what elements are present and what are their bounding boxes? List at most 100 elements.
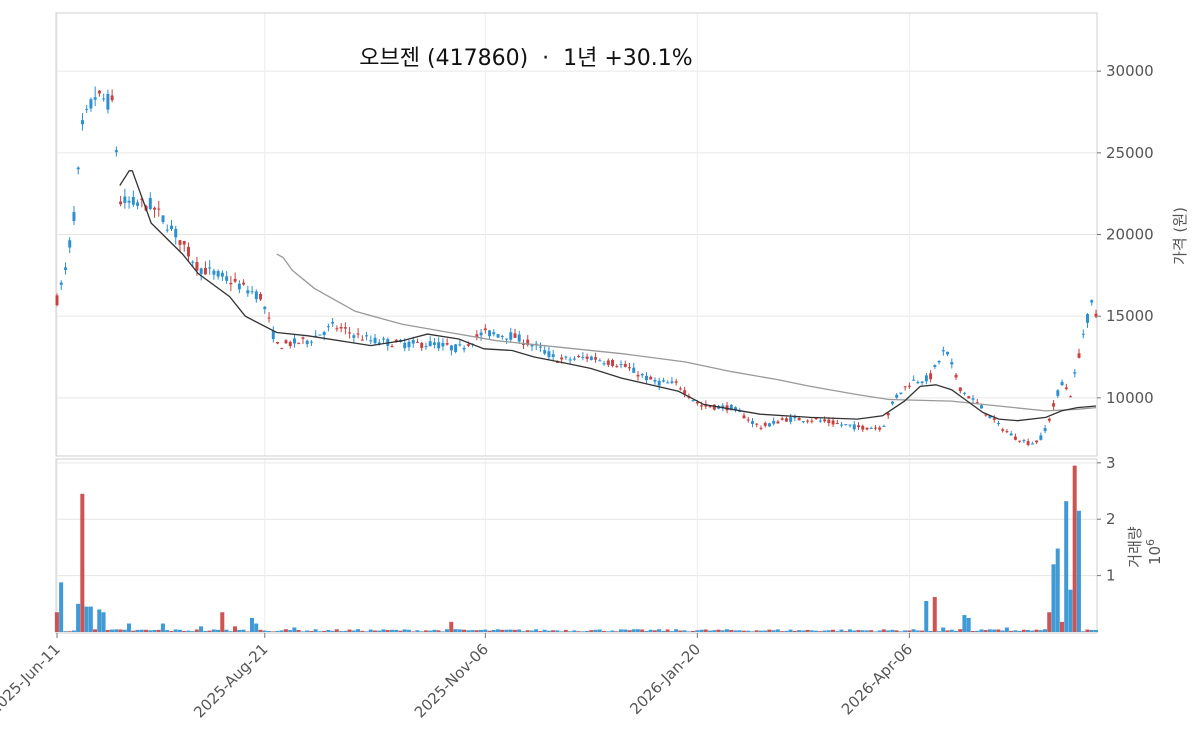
volume-bar xyxy=(843,631,848,632)
volume-bar xyxy=(292,627,297,632)
candle-body xyxy=(1047,418,1051,421)
volume-bar xyxy=(232,626,238,632)
candle-body xyxy=(967,396,971,399)
x-tick-label: 2025-Jun-11 xyxy=(0,640,64,718)
volume-bar xyxy=(165,630,170,632)
volume-bar xyxy=(966,617,971,632)
volume-bar xyxy=(733,630,738,632)
volume-bar xyxy=(1076,510,1081,632)
candle-body xyxy=(1039,435,1043,440)
candle-body xyxy=(886,413,890,416)
candle-body xyxy=(602,363,606,365)
volume-bar xyxy=(500,629,505,632)
volume-bar xyxy=(915,630,920,632)
volume-bar xyxy=(606,631,611,632)
candle-body xyxy=(992,418,996,420)
volume-bar xyxy=(453,629,458,632)
candle-body xyxy=(1052,403,1056,407)
volume-bar xyxy=(364,631,369,632)
candle-body xyxy=(441,342,445,347)
candle-body xyxy=(462,347,466,350)
volume-bar xyxy=(644,631,649,632)
volume-bar xyxy=(780,631,785,632)
candle-body xyxy=(199,268,203,274)
candle-body xyxy=(1056,390,1060,396)
volume-bar xyxy=(584,631,590,632)
volume-bar xyxy=(211,629,216,632)
volume-bar xyxy=(216,629,221,632)
candle-body xyxy=(466,344,470,346)
volume-bar xyxy=(76,603,81,632)
volume-bar xyxy=(339,631,344,632)
candle-body xyxy=(1060,382,1064,386)
candle-body xyxy=(907,385,911,387)
volume-bar xyxy=(551,630,556,632)
candle-body xyxy=(276,342,280,344)
candle-body xyxy=(148,197,152,209)
volume-bar xyxy=(987,629,992,632)
candle-body xyxy=(890,401,894,404)
volume-bar xyxy=(80,493,85,632)
candle-body xyxy=(742,415,746,419)
volume-multiplier-label: 106 xyxy=(1144,539,1164,565)
volume-bar xyxy=(534,629,539,632)
candle-body xyxy=(683,390,687,394)
candle-body xyxy=(89,99,93,109)
volume-bar xyxy=(640,629,645,632)
candle-body xyxy=(1001,429,1005,431)
candle-body xyxy=(428,341,432,347)
volume-bar xyxy=(1081,631,1086,632)
volume-tick-label: 2 xyxy=(1106,510,1116,528)
candle-body xyxy=(517,334,521,342)
candle-body xyxy=(131,196,135,205)
candle-body xyxy=(165,229,169,231)
candle-body xyxy=(670,381,674,383)
candle-body xyxy=(454,344,458,352)
volume-bar xyxy=(478,629,483,632)
volume-bar xyxy=(313,629,318,632)
candle-body xyxy=(195,262,199,271)
volume-bar xyxy=(928,630,933,632)
candle-body xyxy=(1077,353,1081,358)
candle-body xyxy=(530,344,534,347)
volume-bar xyxy=(652,630,657,632)
volume-bar xyxy=(156,629,161,632)
volume-tick-label: 1 xyxy=(1106,567,1116,585)
volume-bar xyxy=(784,630,789,632)
candle-body xyxy=(916,382,920,384)
candle-body xyxy=(1005,431,1009,433)
candle-body xyxy=(606,360,610,365)
volume-bar xyxy=(296,630,301,632)
volume-bar xyxy=(763,630,768,632)
candle-body xyxy=(229,282,233,285)
candle-body xyxy=(946,351,950,355)
volume-bar xyxy=(907,630,912,632)
volume-bar xyxy=(305,630,310,632)
volume-bar xyxy=(423,630,428,632)
volume-bar xyxy=(813,630,819,632)
volume-bar xyxy=(847,629,852,632)
volume-bar xyxy=(512,629,517,632)
volume-bar xyxy=(63,631,68,632)
volume-bar xyxy=(936,631,941,632)
volume-bar xyxy=(122,629,127,632)
volume-bar xyxy=(805,629,810,632)
volume-bar xyxy=(470,630,475,632)
volume-bar xyxy=(750,631,755,632)
volume-bar xyxy=(135,629,140,632)
price-tick-label: 10000 xyxy=(1106,389,1154,407)
candle-body xyxy=(814,418,818,420)
candle-body xyxy=(424,346,428,348)
candle-body xyxy=(186,246,190,257)
candle-body xyxy=(63,267,67,270)
volume-bar xyxy=(932,597,937,632)
candle-body xyxy=(899,392,903,394)
volume-bar xyxy=(898,631,903,632)
volume-bar xyxy=(614,631,619,632)
x-tick-label: 2025-Nov-06 xyxy=(411,640,492,721)
volume-bar xyxy=(97,609,102,632)
candle-body xyxy=(488,330,492,337)
volume-bar xyxy=(924,600,929,632)
volume-bar xyxy=(88,606,93,632)
